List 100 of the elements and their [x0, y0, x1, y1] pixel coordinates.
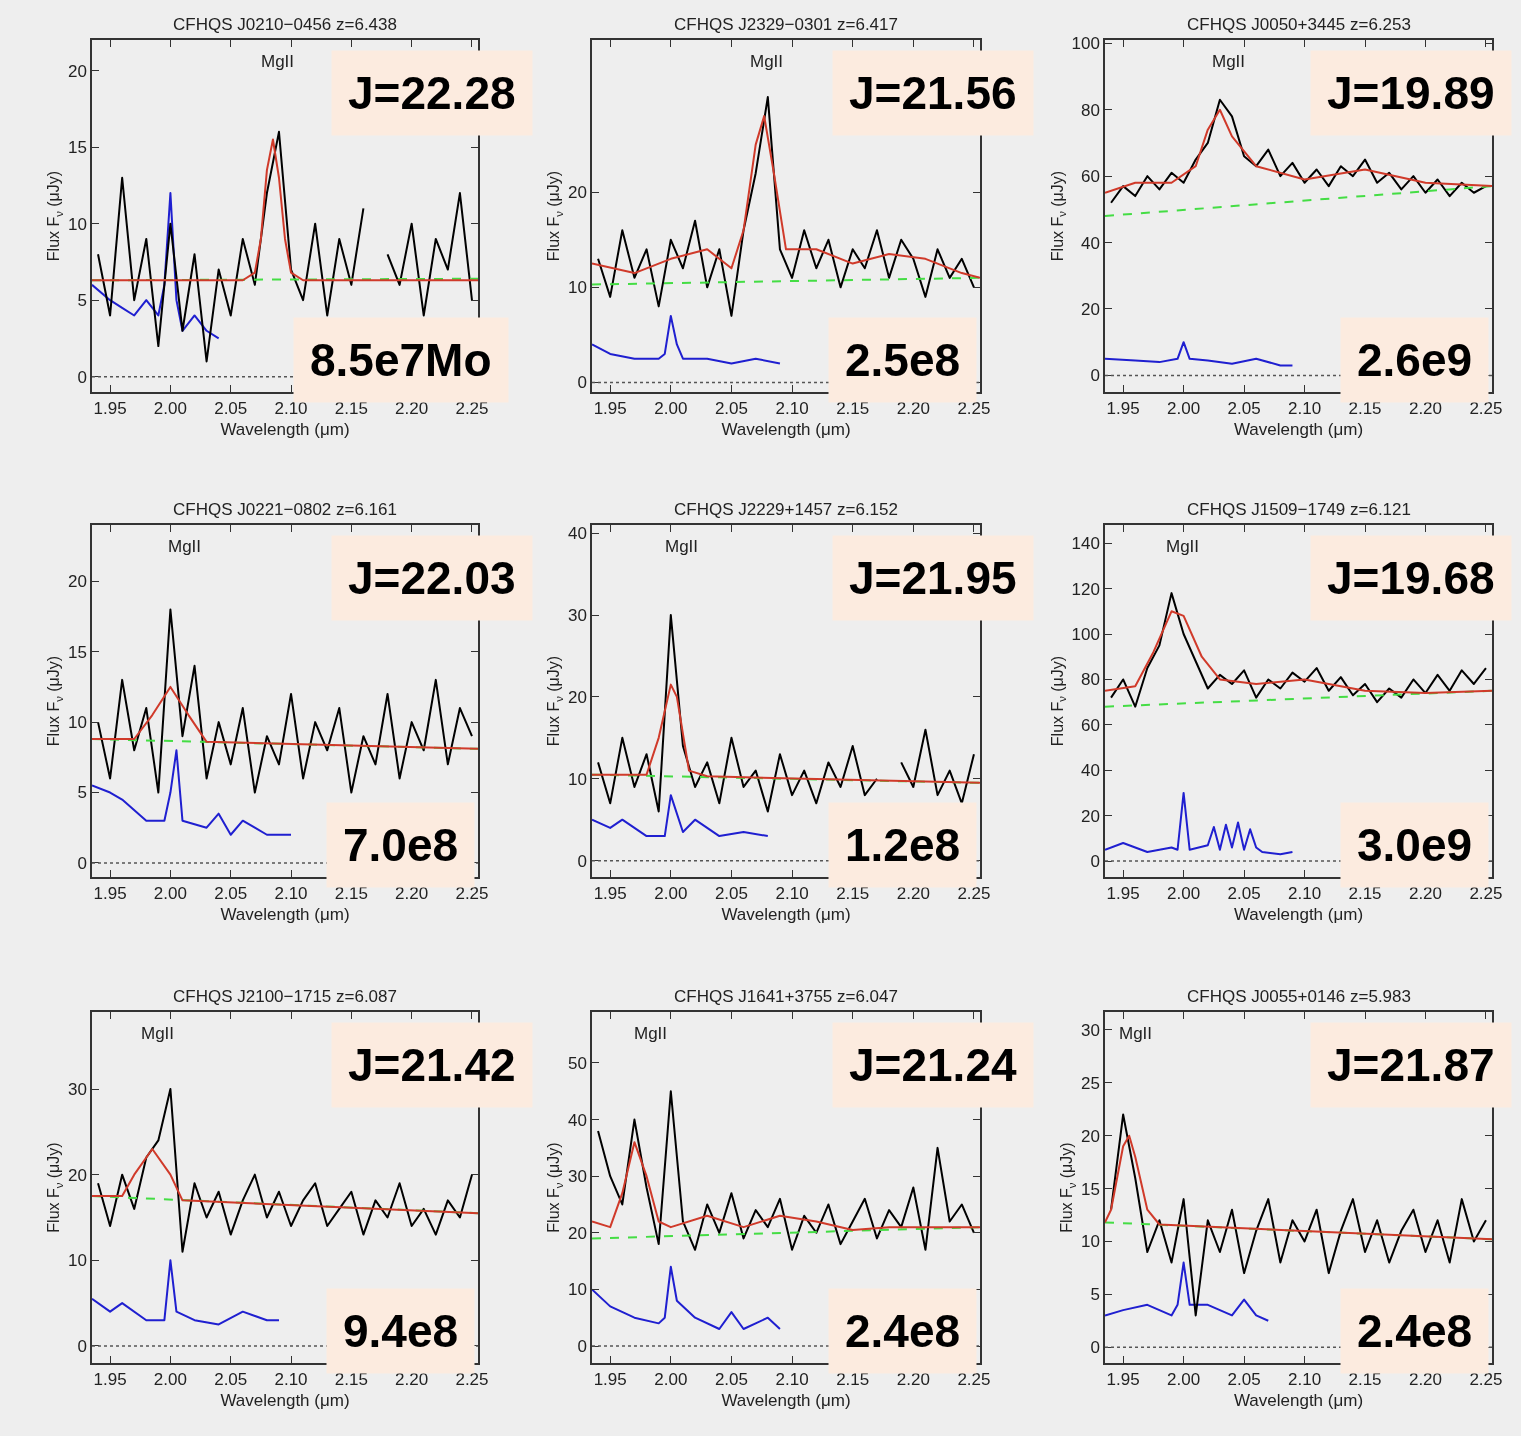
- line-series: [597, 1090, 975, 1251]
- y-tick-label: 20: [567, 1223, 587, 1243]
- x-tick-label: 2.15: [836, 1370, 870, 1390]
- x-tick-label: 2.15: [334, 399, 368, 419]
- x-axis-title: Wavelength (μm): [220, 905, 350, 925]
- x-tick-label: 2.20: [896, 884, 930, 904]
- annotation: J=19.68: [1327, 552, 1495, 604]
- chart-title: CFHQS J1509−1749 z=6.121: [1187, 500, 1411, 519]
- y-tick-label: 10: [67, 214, 87, 234]
- y-tick-label: 10: [567, 278, 587, 298]
- x-tick-label: 2.00: [654, 884, 688, 904]
- x-tick-label: 2.05: [214, 1370, 248, 1390]
- line-series: [1110, 1113, 1487, 1317]
- y-tick-label: 0: [577, 373, 587, 393]
- x-tick-label: 2.20: [896, 399, 930, 419]
- x-tick-label: 2.25: [1469, 1370, 1503, 1390]
- y-tick-label: 20: [1080, 1126, 1100, 1146]
- y-tick-label: 50: [567, 1053, 587, 1073]
- x-tick-label: 1.95: [593, 399, 627, 419]
- x-tick-label: 2.25: [1469, 399, 1503, 419]
- x-tick-label: 2.00: [1167, 884, 1201, 904]
- annotation: MgII: [141, 1024, 175, 1043]
- line-series: [1105, 108, 1492, 194]
- annotation: MgII: [168, 537, 202, 556]
- x-tick-label: 2.20: [395, 399, 429, 419]
- annotation: 7.0e8: [343, 819, 459, 871]
- x-tick-label: 2.00: [153, 884, 187, 904]
- x-tick-label: 2.15: [334, 884, 368, 904]
- x-tick-label: 2.25: [455, 399, 489, 419]
- y-tick-label: 60: [1080, 715, 1100, 735]
- x-tick-label: 2.20: [1408, 399, 1443, 419]
- y-tick-label: 30: [67, 1080, 87, 1099]
- x-tick-label: 2.15: [1348, 399, 1382, 419]
- y-tick-label: 10: [1080, 1232, 1100, 1252]
- chart-title: CFHQS J0221−0802 z=6.161: [173, 500, 397, 519]
- x-axis-title: Wavelength (μm): [220, 1391, 350, 1411]
- annotation: 8.5e7Mo: [310, 334, 492, 386]
- x-tick-label: 2.05: [1227, 884, 1261, 904]
- line-series: [592, 794, 769, 838]
- y-tick-label: 20: [1080, 299, 1100, 319]
- line-series: [592, 683, 980, 784]
- annotation: 2.4e8: [1357, 1305, 1473, 1357]
- x-tick-label: 2.05: [714, 1370, 748, 1390]
- annotation: MgII: [1212, 52, 1246, 71]
- y-tick-label: 80: [1080, 670, 1100, 690]
- annotation: 9.4e8: [343, 1305, 459, 1357]
- line-series: [92, 685, 478, 750]
- y-tick-label: 20: [67, 572, 87, 592]
- y-tick-label: 5: [77, 291, 87, 311]
- y-tick-label: 15: [67, 138, 87, 158]
- y-tick-label: 5: [77, 783, 87, 803]
- y-tick-label: 10: [67, 1251, 87, 1271]
- annotation: MgII: [261, 52, 295, 71]
- y-tick-label: 10: [567, 1280, 587, 1300]
- annotation: J=21.42: [348, 1039, 516, 1091]
- x-tick-label: 1.95: [93, 1370, 127, 1390]
- annotation: J=19.89: [1327, 67, 1495, 119]
- chart-title: CFHQS J2229+1457 z=6.152: [674, 500, 898, 519]
- x-tick-label: 2.20: [1408, 884, 1443, 904]
- chart-title: CFHQS J0050+3445 z=6.253: [1187, 15, 1411, 34]
- y-tick-label: 0: [77, 367, 87, 387]
- chart-title: CFHQS J2100−1715 z=6.087: [173, 987, 397, 1006]
- x-tick-label: 2.05: [214, 399, 248, 419]
- line-series: [592, 314, 781, 365]
- x-tick-label: 2.10: [274, 399, 308, 419]
- x-tick-label: 2.15: [1348, 1370, 1382, 1390]
- x-tick-label: 1.95: [593, 884, 627, 904]
- x-tick-label: 2.10: [1288, 399, 1322, 419]
- line-series: [97, 608, 473, 794]
- x-tick-label: 2.00: [1167, 1370, 1201, 1390]
- x-tick-label: 2.10: [775, 884, 809, 904]
- y-tick-label: 80: [1080, 100, 1100, 120]
- y-tick-label: 20: [67, 61, 87, 81]
- x-tick-label: 2.15: [836, 884, 870, 904]
- x-tick-label: 1.95: [1106, 884, 1140, 904]
- y-tick-label: 15: [67, 642, 87, 662]
- y-tick-label: 15: [1080, 1179, 1100, 1199]
- annotation: J=22.28: [348, 67, 516, 119]
- y-tick-label: 0: [77, 853, 87, 873]
- x-tick-label: 2.10: [775, 1370, 809, 1390]
- y-tick-label: 40: [567, 1110, 587, 1130]
- x-axis-title: Wavelength (μm): [1233, 905, 1364, 925]
- x-tick-label: 2.25: [1469, 884, 1503, 904]
- line-series: [92, 138, 478, 282]
- chart-title: CFHQS J0210−0456 z=6.438: [173, 15, 397, 34]
- line-series: [92, 749, 293, 836]
- line-series: [1105, 791, 1294, 856]
- y-tick-label: 0: [1090, 852, 1100, 872]
- y-tick-label: 25: [1080, 1073, 1100, 1093]
- line-series: [592, 115, 980, 279]
- x-tick-label: 2.05: [714, 884, 748, 904]
- line-series: [592, 1141, 980, 1231]
- y-tick-label: 0: [77, 1336, 87, 1356]
- annotation: 1.2e8: [845, 819, 961, 871]
- x-axis-title: Wavelength (μm): [721, 905, 851, 925]
- annotation: 2.5e8: [845, 334, 961, 386]
- line-series: [592, 1265, 781, 1331]
- line-series: [1105, 1134, 1492, 1241]
- y-tick-label: 20: [567, 183, 587, 203]
- x-tick-label: 2.10: [775, 399, 809, 419]
